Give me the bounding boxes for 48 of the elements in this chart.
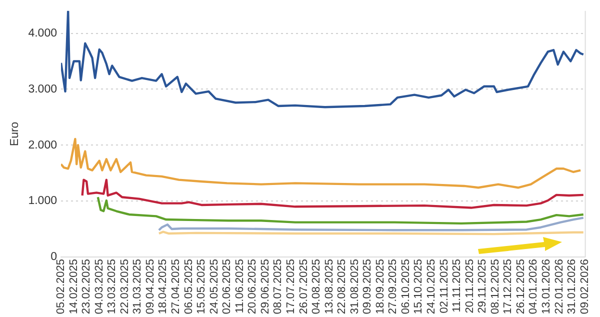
x-tick-label: 24.05.2025 — [208, 259, 220, 314]
x-tick-label: 08.12.2025 — [489, 259, 502, 314]
x-tick-label: 02.06.2025 — [221, 259, 234, 314]
x-tick-label: 04.08.2025 — [310, 259, 323, 314]
x-tick-label: 09.09.2025 — [362, 259, 374, 314]
x-tick-label: 14.02.2025 — [68, 259, 80, 314]
x-tick-label: 09.04.2025 — [144, 259, 156, 314]
x-tick-label: 15.05.2025 — [196, 259, 208, 314]
x-tick-label: 13.01.2026 — [540, 259, 553, 314]
x-tick-label: 22.01.2026 — [553, 259, 566, 314]
x-tick-label: 13.03.2025 — [106, 259, 118, 314]
x-tick-label: 08.07.2025 — [272, 259, 284, 314]
x-tick-label: 04.01.2026 — [528, 259, 540, 314]
x-tick-label: 06.05.2025 — [182, 259, 195, 314]
x-tick-label: 23.02.2025 — [80, 259, 93, 314]
y-tick-label: 1.000 — [28, 195, 57, 208]
y-tick-label: 0 — [50, 251, 57, 264]
y-tick-label: 2.000 — [28, 139, 57, 152]
x-tick-label: 22.03.2025 — [118, 259, 131, 314]
x-tick-label: 26.12.2025 — [514, 259, 527, 314]
x-tick-label: 05.02.2025 — [55, 259, 68, 314]
y-axis-title: Euro — [9, 122, 22, 146]
x-tick-label: 11.06.2025 — [234, 259, 246, 314]
y-tick-label: 3.000 — [28, 83, 57, 96]
x-tick-label: 18.09.2025 — [374, 259, 386, 314]
x-tick-label: 29.11.2025 — [476, 259, 489, 314]
x-tick-label: 11.11.2025 — [451, 259, 464, 312]
x-tick-label: 26.07.2025 — [298, 259, 310, 314]
x-tick-label: 17.07.2025 — [284, 259, 297, 314]
x-tick-label: 15.10.2025 — [412, 259, 425, 314]
x-tick-label: 31.01.2026 — [566, 259, 578, 314]
x-tick-label: 17.12.2025 — [502, 259, 514, 314]
y-tick-label: 4.000 — [28, 27, 57, 40]
x-tick-label: 29.06.2025 — [259, 259, 272, 314]
x-tick-label: 20.06.2025 — [246, 259, 259, 314]
x-tick-label: 09.02.2026 — [578, 259, 591, 314]
x-tick-label: 27.09.2025 — [387, 259, 400, 314]
x-tick-label: 13.08.2025 — [323, 259, 336, 314]
x-tick-label: 27.04.2025 — [170, 259, 182, 314]
x-tick-label: 02.11.2025 — [438, 259, 450, 314]
x-tick-label: 06.10.2025 — [400, 259, 412, 314]
x-tick-label: 04.03.2025 — [93, 259, 106, 314]
x-tick-label: 24.10.2025 — [426, 259, 438, 314]
x-tick-label: 31.03.2025 — [132, 259, 144, 314]
x-tick-label: 18.04.2025 — [157, 259, 170, 314]
x-tick-label: 20.11.2025 — [464, 259, 476, 314]
x-tick-label: 22.08.2025 — [336, 259, 348, 314]
x-tick-label: 31.08.2025 — [348, 259, 361, 314]
